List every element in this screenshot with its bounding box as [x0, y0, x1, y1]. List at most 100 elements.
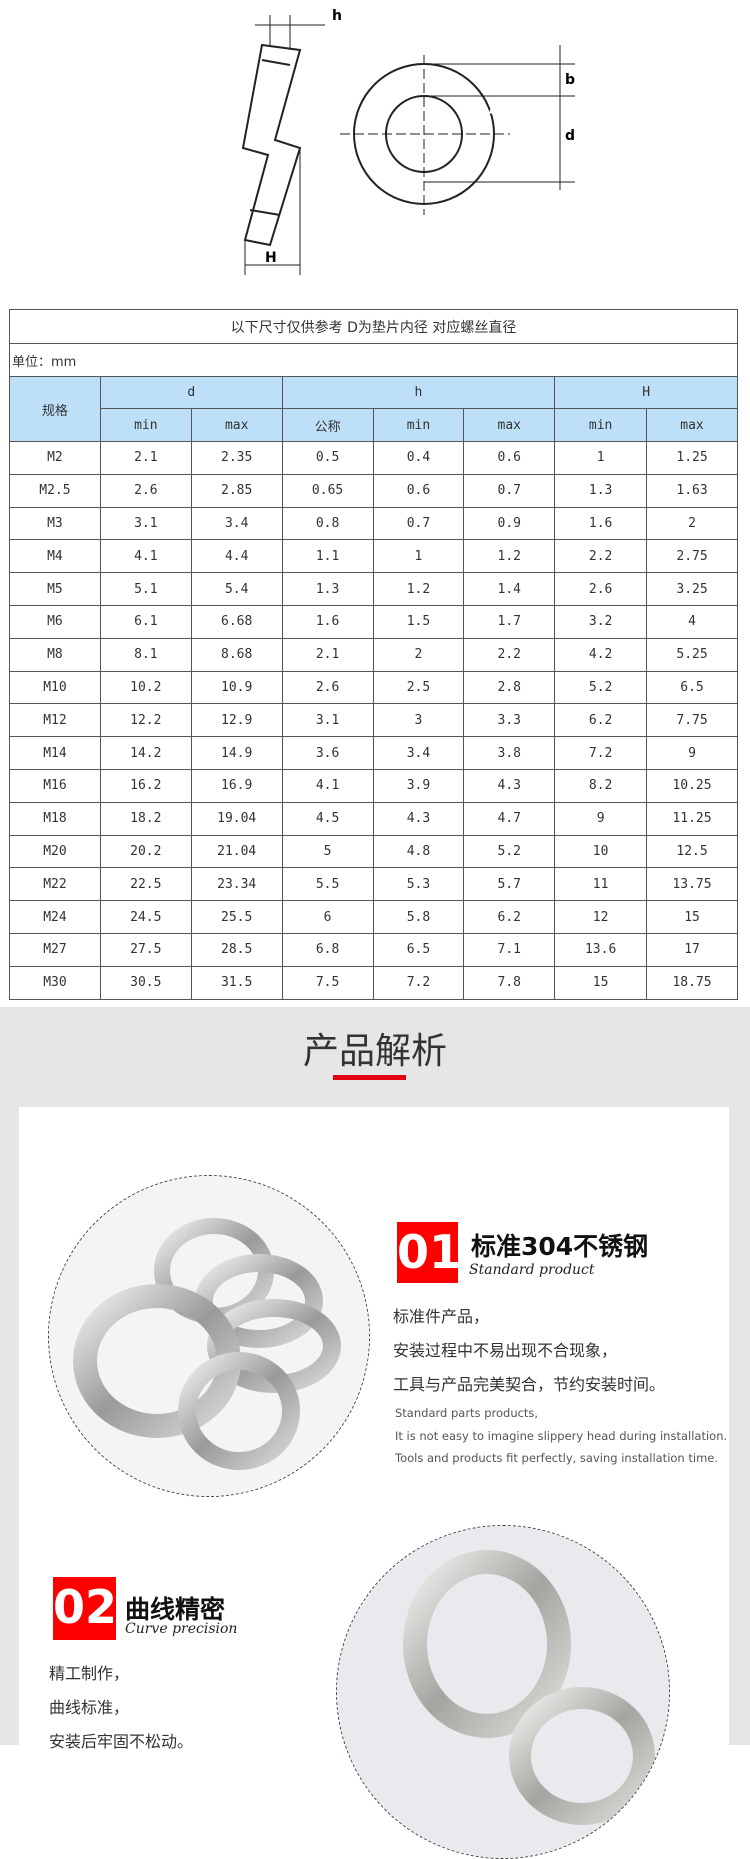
table-cell: 13.75 [646, 867, 738, 902]
table-cell: 1.63 [646, 473, 738, 508]
table-caption: 以下尺寸仅供参考 D为垫片内径 对应螺丝直径 [9, 309, 738, 344]
table-cell: 16.9 [190, 768, 283, 803]
table-cell: 0.6 [463, 441, 556, 475]
subheader-cell: min [372, 408, 465, 442]
subheader-cell: max [646, 408, 738, 442]
table-cell: M5 [9, 572, 101, 606]
table-cell: 0.9 [463, 506, 556, 541]
table-cell: M18 [9, 801, 101, 836]
subheader-cell: min [554, 408, 648, 442]
table-cell: 11.25 [646, 801, 738, 836]
table-cell: 1.4 [463, 572, 556, 606]
subheader-cell: 公称 [281, 408, 374, 442]
header-H: H [554, 376, 738, 409]
table-cell: 7.5 [281, 965, 374, 1000]
table-cell: 2 [646, 506, 738, 541]
table-cell: M22 [9, 867, 101, 902]
table-cell: 3.4 [372, 736, 465, 770]
feature-2-number: 02 [53, 1577, 117, 1640]
spring-washer-diagram: h b d H [241, 8, 575, 275]
table-cell: 5.1 [99, 572, 192, 606]
feature-1-subtitle: Standard product [469, 1262, 595, 1278]
table-row: M20 20.2 21.04 5 4.8 5.2 10 12.5 [9, 834, 738, 869]
table-cell: 28.5 [190, 932, 283, 967]
table-cell: 3.6 [281, 736, 374, 770]
table-cell: 2 [372, 637, 465, 672]
table-cell: 3.8 [463, 736, 556, 770]
header-h: h [281, 376, 556, 409]
table-cell: 2.75 [646, 539, 738, 574]
table-cell: 2.6 [554, 572, 648, 606]
table-row: M30 30.5 31.5 7.5 7.2 7.8 15 18.75 [9, 965, 738, 1000]
table-cell: 2.2 [463, 637, 556, 672]
table-cell: 11 [554, 867, 648, 902]
table-cell: 12 [554, 900, 648, 934]
table-cell: 24.5 [99, 900, 192, 934]
header-spec: 规格 [9, 376, 101, 442]
feature-2-subtitle: Curve precision [125, 1621, 238, 1637]
feature-1-number: 01 [397, 1222, 461, 1283]
table-cell: 7.2 [554, 736, 648, 770]
table-cell: 25.5 [190, 900, 283, 934]
label-H: H [265, 250, 277, 266]
description-line: It is not easy to imagine slippery head … [395, 1428, 728, 1443]
description-line: 标准件产品， [393, 1307, 490, 1326]
table-cell: 4.8 [372, 834, 465, 869]
table-cell: 0.65 [281, 473, 374, 508]
table-cell: 6.5 [646, 670, 738, 705]
table-cell: M20 [9, 834, 101, 869]
table-row: M4 4.1 4.4 1.1 1 1.2 2.2 2.75 [9, 539, 738, 574]
feature-2-title: 曲线精密 [125, 1595, 226, 1624]
table-cell: 8.2 [554, 768, 648, 803]
table-cell: 1.5 [372, 604, 465, 639]
table-cell: 14.9 [190, 736, 283, 770]
table-cell: M27 [9, 932, 101, 967]
table-row: M18 18.2 19.04 4.5 4.3 4.7 9 11.25 [9, 801, 738, 836]
table-cell: 5.2 [554, 670, 648, 705]
table-cell: 4.5 [281, 801, 374, 836]
table-cell: 1.2 [372, 572, 465, 606]
table-cell: M24 [9, 900, 101, 934]
table-cell: 3.3 [463, 703, 556, 738]
description-line: 安装过程中不易出现不合现象， [393, 1341, 618, 1360]
table-row: M5 5.1 5.4 1.3 1.2 1.4 2.6 3.25 [9, 572, 738, 606]
table-cell: 9 [554, 801, 648, 836]
feature-1-title: 标准304不锈钢 [471, 1232, 649, 1261]
table-cell: 4.2 [554, 637, 648, 672]
table-cell: 5 [281, 834, 374, 869]
table-cell: 2.85 [190, 473, 283, 508]
table-cell: M2.5 [9, 473, 101, 508]
product-photo-1 [48, 1175, 370, 1497]
table-cell: M6 [9, 604, 101, 639]
table-cell: 30.5 [99, 965, 192, 1000]
table-cell: M12 [9, 703, 101, 738]
table-cell: 18.2 [99, 801, 192, 836]
table-cell: 23.34 [190, 867, 283, 902]
description-line: 曲线标准， [49, 1698, 130, 1717]
product-photo-2 [336, 1525, 670, 1859]
table-cell: 7.1 [463, 932, 556, 967]
table-row: M8 8.1 8.68 2.1 2 2.2 4.2 5.25 [9, 637, 738, 672]
table-cell: 3.1 [99, 506, 192, 541]
table-row: M12 12.2 12.9 3.1 3 3.3 6.2 7.75 [9, 703, 738, 738]
table-cell: 1.25 [646, 441, 738, 475]
table-cell: 10.9 [190, 670, 283, 705]
table-row: M3 3.1 3.4 0.8 0.7 0.9 1.6 2 [9, 506, 738, 541]
table-cell: M30 [9, 965, 101, 1000]
description-line: Standard parts products, [395, 1406, 539, 1420]
table-cell: 5.3 [372, 867, 465, 902]
table-cell: 6.1 [99, 604, 192, 639]
table-cell: 4.7 [463, 801, 556, 836]
table-cell: M14 [9, 736, 101, 770]
table-cell: 10.25 [646, 768, 738, 803]
table-cell: 5.5 [281, 867, 374, 902]
table-cell: 10.2 [99, 670, 192, 705]
subheader-cell: max [463, 408, 556, 442]
table-cell: 3.4 [190, 506, 283, 541]
table-cell: 2.6 [99, 473, 192, 508]
table-cell: 0.7 [372, 506, 465, 541]
table-cell: M16 [9, 768, 101, 803]
table-cell: 5.8 [372, 900, 465, 934]
table-cell: 3 [372, 703, 465, 738]
table-cell: 27.5 [99, 932, 192, 967]
